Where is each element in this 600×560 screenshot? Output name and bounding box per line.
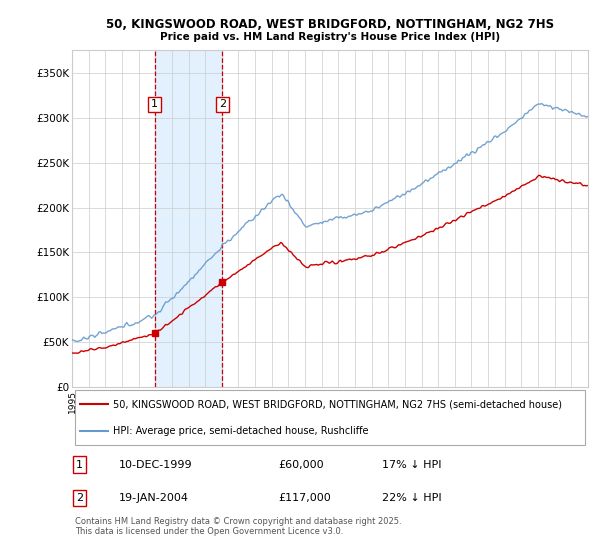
Bar: [155, 50, 223, 387]
Text: 2: 2: [76, 493, 83, 503]
Text: £60,000: £60,000: [278, 460, 324, 470]
Text: £117,000: £117,000: [278, 493, 331, 503]
Text: 1: 1: [151, 99, 158, 109]
FancyBboxPatch shape: [74, 390, 586, 445]
Text: Price paid vs. HM Land Registry's House Price Index (HPI): Price paid vs. HM Land Registry's House …: [160, 32, 500, 42]
Text: 50, KINGSWOOD ROAD, WEST BRIDGFORD, NOTTINGHAM, NG2 7HS: 50, KINGSWOOD ROAD, WEST BRIDGFORD, NOTT…: [106, 18, 554, 31]
Text: HPI: Average price, semi-detached house, Rushcliffe: HPI: Average price, semi-detached house,…: [113, 426, 369, 436]
Text: 22% ↓ HPI: 22% ↓ HPI: [382, 493, 441, 503]
Text: 50, KINGSWOOD ROAD, WEST BRIDGFORD, NOTTINGHAM, NG2 7HS (semi-detached house): 50, KINGSWOOD ROAD, WEST BRIDGFORD, NOTT…: [113, 399, 562, 409]
Text: 19-JAN-2004: 19-JAN-2004: [118, 493, 188, 503]
Text: 10-DEC-1999: 10-DEC-1999: [118, 460, 192, 470]
Text: 17% ↓ HPI: 17% ↓ HPI: [382, 460, 441, 470]
Text: 1: 1: [76, 460, 83, 470]
Text: Contains HM Land Registry data © Crown copyright and database right 2025.
This d: Contains HM Land Registry data © Crown c…: [74, 517, 401, 536]
Text: 2: 2: [219, 99, 226, 109]
